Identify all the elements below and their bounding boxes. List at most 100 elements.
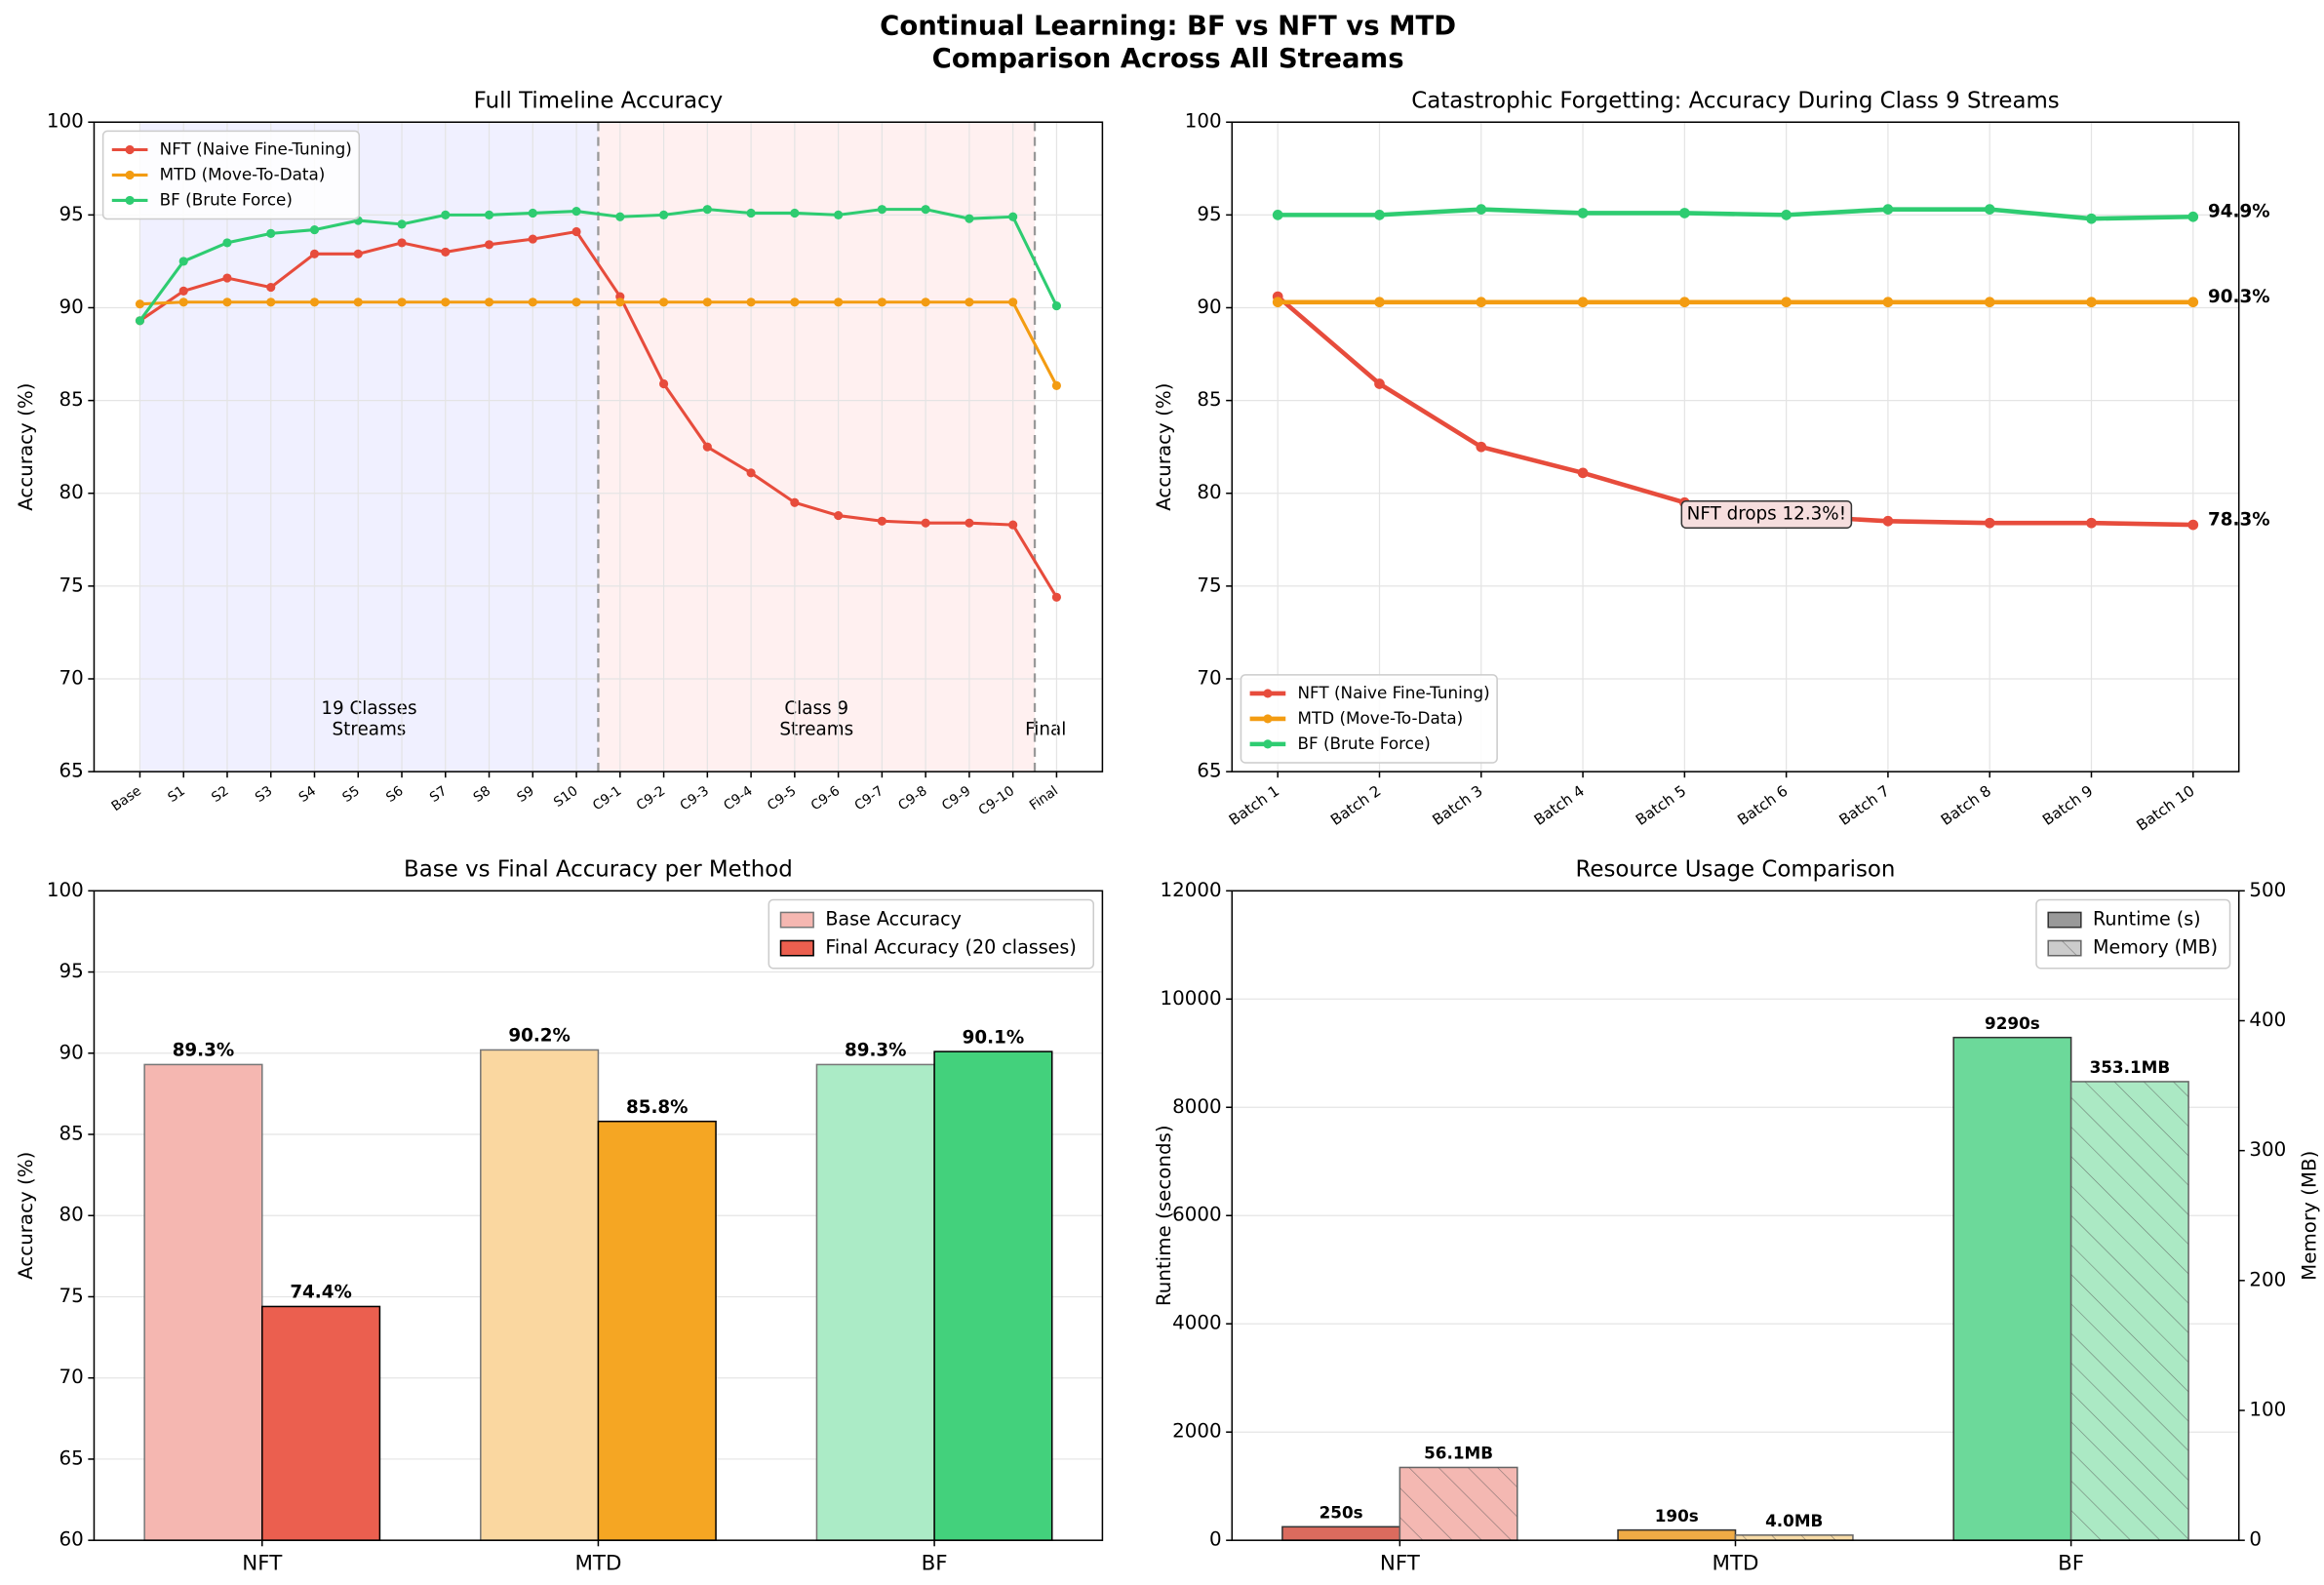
point bbox=[528, 234, 537, 244]
figure-subtitle: Comparison Across All Streams bbox=[932, 43, 1404, 74]
value-label: 9290s bbox=[1985, 1013, 2040, 1033]
point bbox=[658, 378, 669, 389]
x-tick-label: S4 bbox=[296, 783, 319, 806]
y-tick-label: 85 bbox=[59, 1123, 84, 1145]
bar bbox=[815, 1063, 935, 1541]
legend-marker bbox=[1263, 739, 1273, 749]
point bbox=[397, 238, 407, 248]
point bbox=[1476, 441, 1487, 453]
point bbox=[222, 238, 232, 248]
y2-tick-label: 400 bbox=[2249, 1009, 2286, 1031]
point bbox=[1882, 515, 1894, 527]
subplot-title: Catastrophic Forgetting: Accuracy During… bbox=[1411, 88, 2060, 113]
x-tick-label: S7 bbox=[427, 783, 450, 806]
y-tick-label: 75 bbox=[59, 1285, 84, 1307]
point bbox=[178, 286, 188, 296]
point bbox=[441, 297, 451, 307]
point bbox=[309, 249, 320, 258]
legend-label: Final Accuracy (20 classes) bbox=[825, 936, 1076, 959]
point bbox=[571, 297, 581, 307]
region bbox=[139, 122, 599, 773]
bar bbox=[597, 1120, 717, 1541]
point bbox=[135, 316, 145, 326]
y-tick-label: 80 bbox=[59, 481, 84, 503]
legend-box bbox=[101, 130, 361, 220]
y-tick-label: 6000 bbox=[1172, 1204, 1222, 1226]
legend-swatch bbox=[779, 911, 814, 929]
point bbox=[571, 226, 581, 237]
x-tick-label: C9-6 bbox=[808, 783, 843, 813]
y-tick-label: 80 bbox=[59, 1204, 84, 1226]
point bbox=[353, 249, 363, 258]
point bbox=[2086, 297, 2097, 308]
point bbox=[702, 297, 712, 307]
y-tick-label: 65 bbox=[59, 760, 84, 782]
x-tick-label: Batch 3 bbox=[1429, 782, 1485, 829]
subplot-title: Full Timeline Accuracy bbox=[474, 88, 724, 113]
point bbox=[309, 224, 320, 235]
annotation: NFT drops 12.3%! bbox=[1687, 503, 1846, 524]
x-tick-label: C9-7 bbox=[852, 783, 886, 813]
point bbox=[178, 257, 188, 266]
point bbox=[528, 208, 537, 218]
point bbox=[135, 299, 145, 309]
y-axis-label: Accuracy (%) bbox=[1153, 383, 1175, 511]
y-tick-label: 60 bbox=[59, 1528, 84, 1551]
value-label: 74.4% bbox=[290, 1283, 352, 1303]
region bbox=[598, 122, 1036, 773]
y-tick-label: 8000 bbox=[1172, 1095, 1222, 1118]
x-tick-label: Batch 7 bbox=[1836, 782, 1893, 829]
point bbox=[1577, 208, 1589, 218]
y-tick-label: 85 bbox=[59, 388, 84, 411]
x-tick-label: Batch 9 bbox=[2039, 782, 2096, 829]
x-tick-label: C9-3 bbox=[678, 783, 712, 813]
value-label: 190s bbox=[1655, 1506, 1699, 1526]
x-tick-label: C9-5 bbox=[765, 783, 799, 813]
x-tick-label: C9-2 bbox=[634, 783, 668, 813]
point bbox=[484, 210, 494, 219]
point bbox=[790, 297, 800, 307]
point bbox=[1008, 212, 1018, 221]
point bbox=[397, 219, 407, 229]
y-tick-label: 90 bbox=[59, 296, 84, 318]
point bbox=[615, 297, 625, 307]
value-label: 56.1MB bbox=[1424, 1444, 1493, 1463]
region-label: Class 9 bbox=[784, 698, 848, 719]
axes-frame bbox=[1231, 121, 2240, 773]
y-tick-label: 65 bbox=[59, 1446, 84, 1469]
subplot-title: Base vs Final Accuracy per Method bbox=[404, 856, 793, 882]
y-tick-label: 10000 bbox=[1160, 987, 1221, 1010]
y-tick-label: 95 bbox=[59, 960, 84, 982]
value-label: 89.3% bbox=[173, 1041, 235, 1061]
y-tick-label: 65 bbox=[1197, 760, 1221, 782]
point bbox=[1272, 210, 1283, 220]
legend-box bbox=[768, 898, 1095, 970]
x-tick-label: Final bbox=[1027, 783, 1061, 813]
x-tick-label: S3 bbox=[253, 783, 275, 806]
legend-marker bbox=[125, 170, 135, 180]
bar bbox=[1281, 1526, 1401, 1541]
y-tick-label: 100 bbox=[1185, 110, 1222, 133]
legend-label: MTD (Move-To-Data) bbox=[160, 164, 326, 183]
series-line bbox=[138, 208, 1058, 322]
bar-hatch bbox=[2070, 1081, 2189, 1541]
legend-marker bbox=[125, 195, 135, 205]
legend-box bbox=[1240, 674, 1498, 764]
x-tick-label: S6 bbox=[383, 783, 406, 806]
point bbox=[2086, 517, 2097, 529]
point bbox=[1051, 380, 1061, 390]
x-tick-label: BF bbox=[922, 1552, 948, 1576]
value-label: 353.1MB bbox=[2090, 1057, 2171, 1077]
point bbox=[1577, 467, 1589, 479]
y-axis-label: Runtime (seconds) bbox=[1153, 1125, 1175, 1306]
x-tick-label: S1 bbox=[165, 783, 187, 806]
y-tick-label: 75 bbox=[1197, 574, 1221, 596]
y-tick-label: 80 bbox=[1197, 481, 1221, 503]
point bbox=[702, 205, 712, 215]
y-tick-label: 85 bbox=[1197, 388, 1221, 411]
point bbox=[1051, 592, 1061, 602]
region-label: 19 Classes bbox=[321, 698, 416, 719]
legend-label: NFT (Naive Fine-Tuning) bbox=[160, 139, 352, 158]
point bbox=[615, 212, 625, 221]
point bbox=[1374, 210, 1385, 220]
